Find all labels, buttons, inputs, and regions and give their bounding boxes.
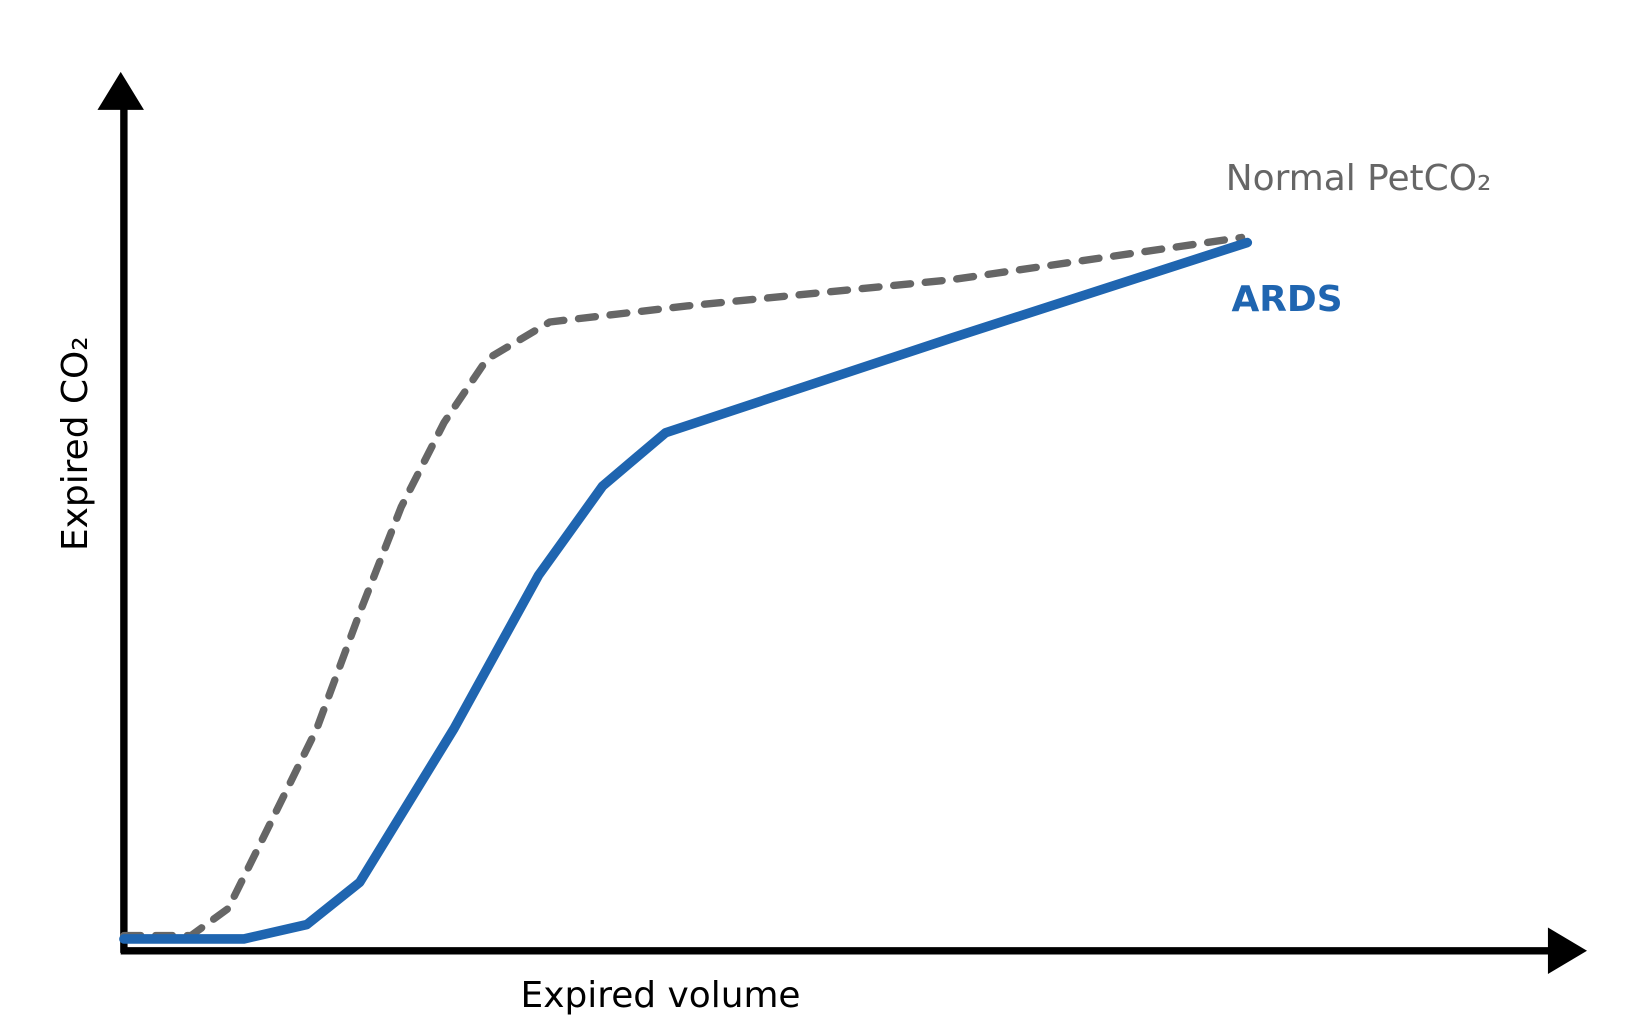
- legend-label: ARDS: [1231, 279, 1342, 320]
- line: [119, 237, 1253, 944]
- y-axis-arrow: [97, 71, 144, 110]
- x-axis-arrow: [1547, 927, 1588, 975]
- x-axis-label: Expired volume: [521, 975, 801, 1016]
- line: [120, 233, 1246, 940]
- legend-label: Normal PetCO₂: [1226, 158, 1492, 199]
- y-axis-label: Expired CO₂: [55, 336, 96, 551]
